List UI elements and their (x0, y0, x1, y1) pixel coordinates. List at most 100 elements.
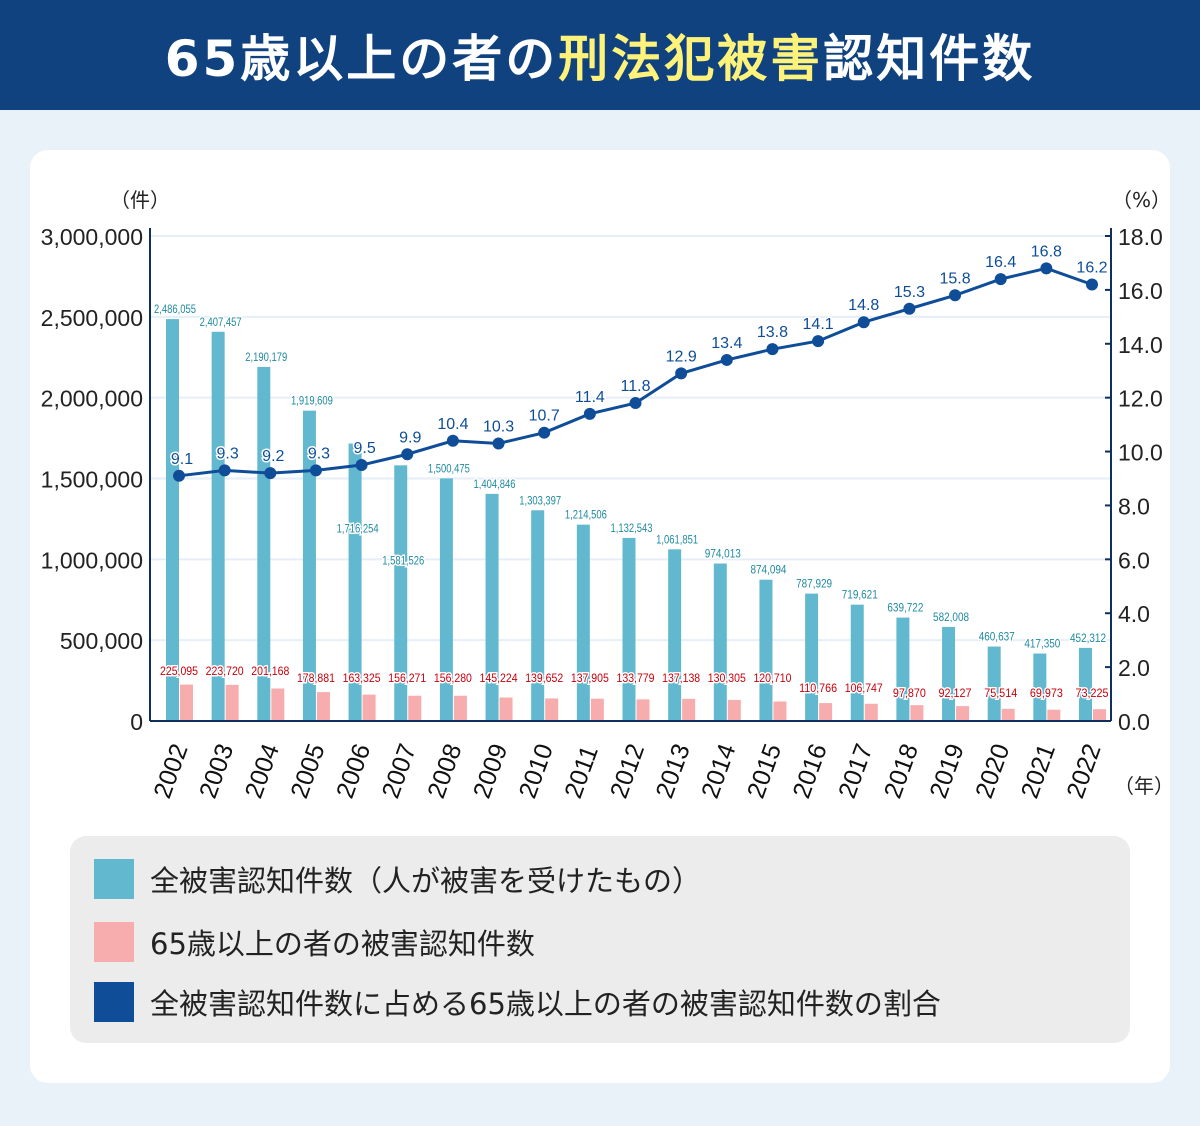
page-title: 65歳以上の者の刑法犯被害認知件数 (165, 19, 1036, 91)
ratio-label: 16.8 (1031, 243, 1062, 260)
bar-elderly (545, 698, 559, 721)
ratio-label: 10.4 (437, 416, 468, 433)
bar-total-label: 2,190,179 (245, 350, 287, 364)
bar-total-label: 1,404,846 (474, 477, 516, 491)
y2-tick-label: 4.0 (1118, 601, 1150, 627)
bar-elderly (956, 706, 970, 721)
bar-elderly-label: 137,905 (571, 671, 609, 685)
bar-total (531, 510, 545, 721)
x-tick-label: 2008 (422, 740, 467, 802)
bar-elderly (727, 699, 741, 721)
bar-elderly (180, 684, 193, 721)
bar-elderly-label: 75,514 (984, 686, 1017, 700)
y2-tick-label: 2.0 (1118, 655, 1150, 681)
bar-total (394, 465, 408, 721)
ratio-point (857, 316, 870, 329)
legend-swatch (94, 859, 134, 899)
bar-elderly-label: 225,095 (160, 664, 198, 678)
bar-elderly (408, 695, 422, 721)
x-tick-label: 2019 (924, 740, 969, 802)
x-tick-label: 2004 (240, 740, 285, 802)
ratio-point (949, 289, 962, 302)
y-tick-label: 1,500,000 (41, 467, 143, 493)
bar-elderly-label: 178,881 (297, 671, 335, 685)
x-tick-label: 2013 (650, 740, 695, 802)
ratio-point (629, 397, 642, 410)
ratio-label: 9.3 (217, 445, 239, 462)
legend-swatch (94, 922, 134, 962)
bar-total-label: 719,621 (842, 588, 878, 602)
ratio-point (492, 437, 505, 450)
bar-total (896, 617, 910, 721)
ratio-point (355, 459, 368, 472)
bar-elderly-label: 130,305 (708, 671, 746, 685)
ratio-point (994, 273, 1007, 286)
bar-total (622, 537, 636, 721)
bar-total (713, 563, 727, 721)
y2-tick-label: 8.0 (1118, 493, 1150, 519)
bar-elderly (1047, 709, 1061, 721)
y-tick-label: 500,000 (60, 628, 143, 654)
ratio-label: 9.1 (171, 451, 193, 468)
y-tick-label: 2,500,000 (41, 305, 143, 331)
bar-total-label: 1,214,506 (565, 508, 607, 522)
ratio-label: 14.8 (848, 297, 879, 314)
bar-total-label: 1,716,254 (337, 522, 379, 536)
bar-total (302, 410, 316, 721)
y2-tick-label: 0.0 (1118, 709, 1150, 735)
bar-elderly-label: 137,138 (662, 671, 700, 685)
bar-elderly-label: 106,747 (845, 681, 883, 695)
y2-tick-label: 18.0 (1118, 224, 1163, 250)
bar-elderly-label: 201,168 (251, 664, 289, 678)
bar-total (942, 626, 956, 721)
bar-total-label: 787,929 (796, 577, 832, 591)
bar-total (211, 331, 225, 721)
bar-total-label: 1,303,397 (519, 493, 561, 507)
bar-elderly-label: 97,870 (893, 686, 926, 700)
bar-total-label: 1,919,609 (291, 394, 333, 408)
y2-tick-label: 10.0 (1118, 440, 1163, 466)
ratio-point (401, 448, 414, 461)
bar-elderly-label: 145,224 (480, 671, 518, 685)
x-tick-label: 2012 (605, 740, 650, 802)
ratio-label: 14.1 (803, 316, 834, 333)
ratio-point (812, 335, 825, 348)
ratio-label: 10.3 (483, 418, 514, 435)
bar-elderly-label: 139,652 (525, 671, 563, 685)
bar-elderly (499, 697, 513, 721)
x-tick-label: 2018 (879, 740, 924, 802)
x-tick-label: 2016 (787, 740, 832, 802)
ratio-label: 11.8 (621, 378, 651, 395)
legend-swatch (94, 982, 134, 1022)
bar-total (439, 478, 453, 721)
bar-total (257, 366, 271, 721)
legend-label: 全被害認知件数に占める65歳以上の者の被害認知件数の割合 (150, 987, 941, 1021)
bar-elderly (1001, 708, 1015, 721)
ratio-point (446, 434, 459, 447)
bar-total (485, 493, 499, 721)
ratio-label: 12.9 (666, 348, 697, 365)
ratio-label: 9.5 (353, 440, 375, 457)
title-highlight: 刑法犯被害 (558, 30, 824, 88)
bar-total-label: 1,581,526 (382, 553, 424, 567)
ratio-point (538, 426, 551, 439)
x-tick-label: 2011 (559, 742, 604, 802)
y-tick-label: 3,000,000 (41, 224, 143, 250)
ratio-label: 15.8 (939, 270, 970, 287)
ratio-point (218, 464, 231, 477)
bar-elderly-label: 133,779 (617, 671, 655, 685)
bar-total-label: 2,486,055 (154, 302, 196, 316)
bar-total (576, 524, 590, 721)
ratio-point (264, 467, 277, 480)
bar-elderly (590, 698, 604, 721)
title-part: 認知件数 (823, 30, 1036, 88)
y-tick-label: 2,000,000 (41, 386, 143, 412)
x-tick-label: 2006 (331, 740, 376, 802)
legend-item-elderly: 65歳以上の者の被害認知件数 (94, 921, 535, 963)
legend-label: 65歳以上の者の被害認知件数 (150, 927, 535, 961)
bar-total-label: 460,637 (979, 630, 1015, 644)
x-axis-unit: （年） (1114, 774, 1174, 798)
x-tick-label: 2022 (1061, 740, 1106, 802)
x-tick-label: 2002 (148, 740, 193, 802)
